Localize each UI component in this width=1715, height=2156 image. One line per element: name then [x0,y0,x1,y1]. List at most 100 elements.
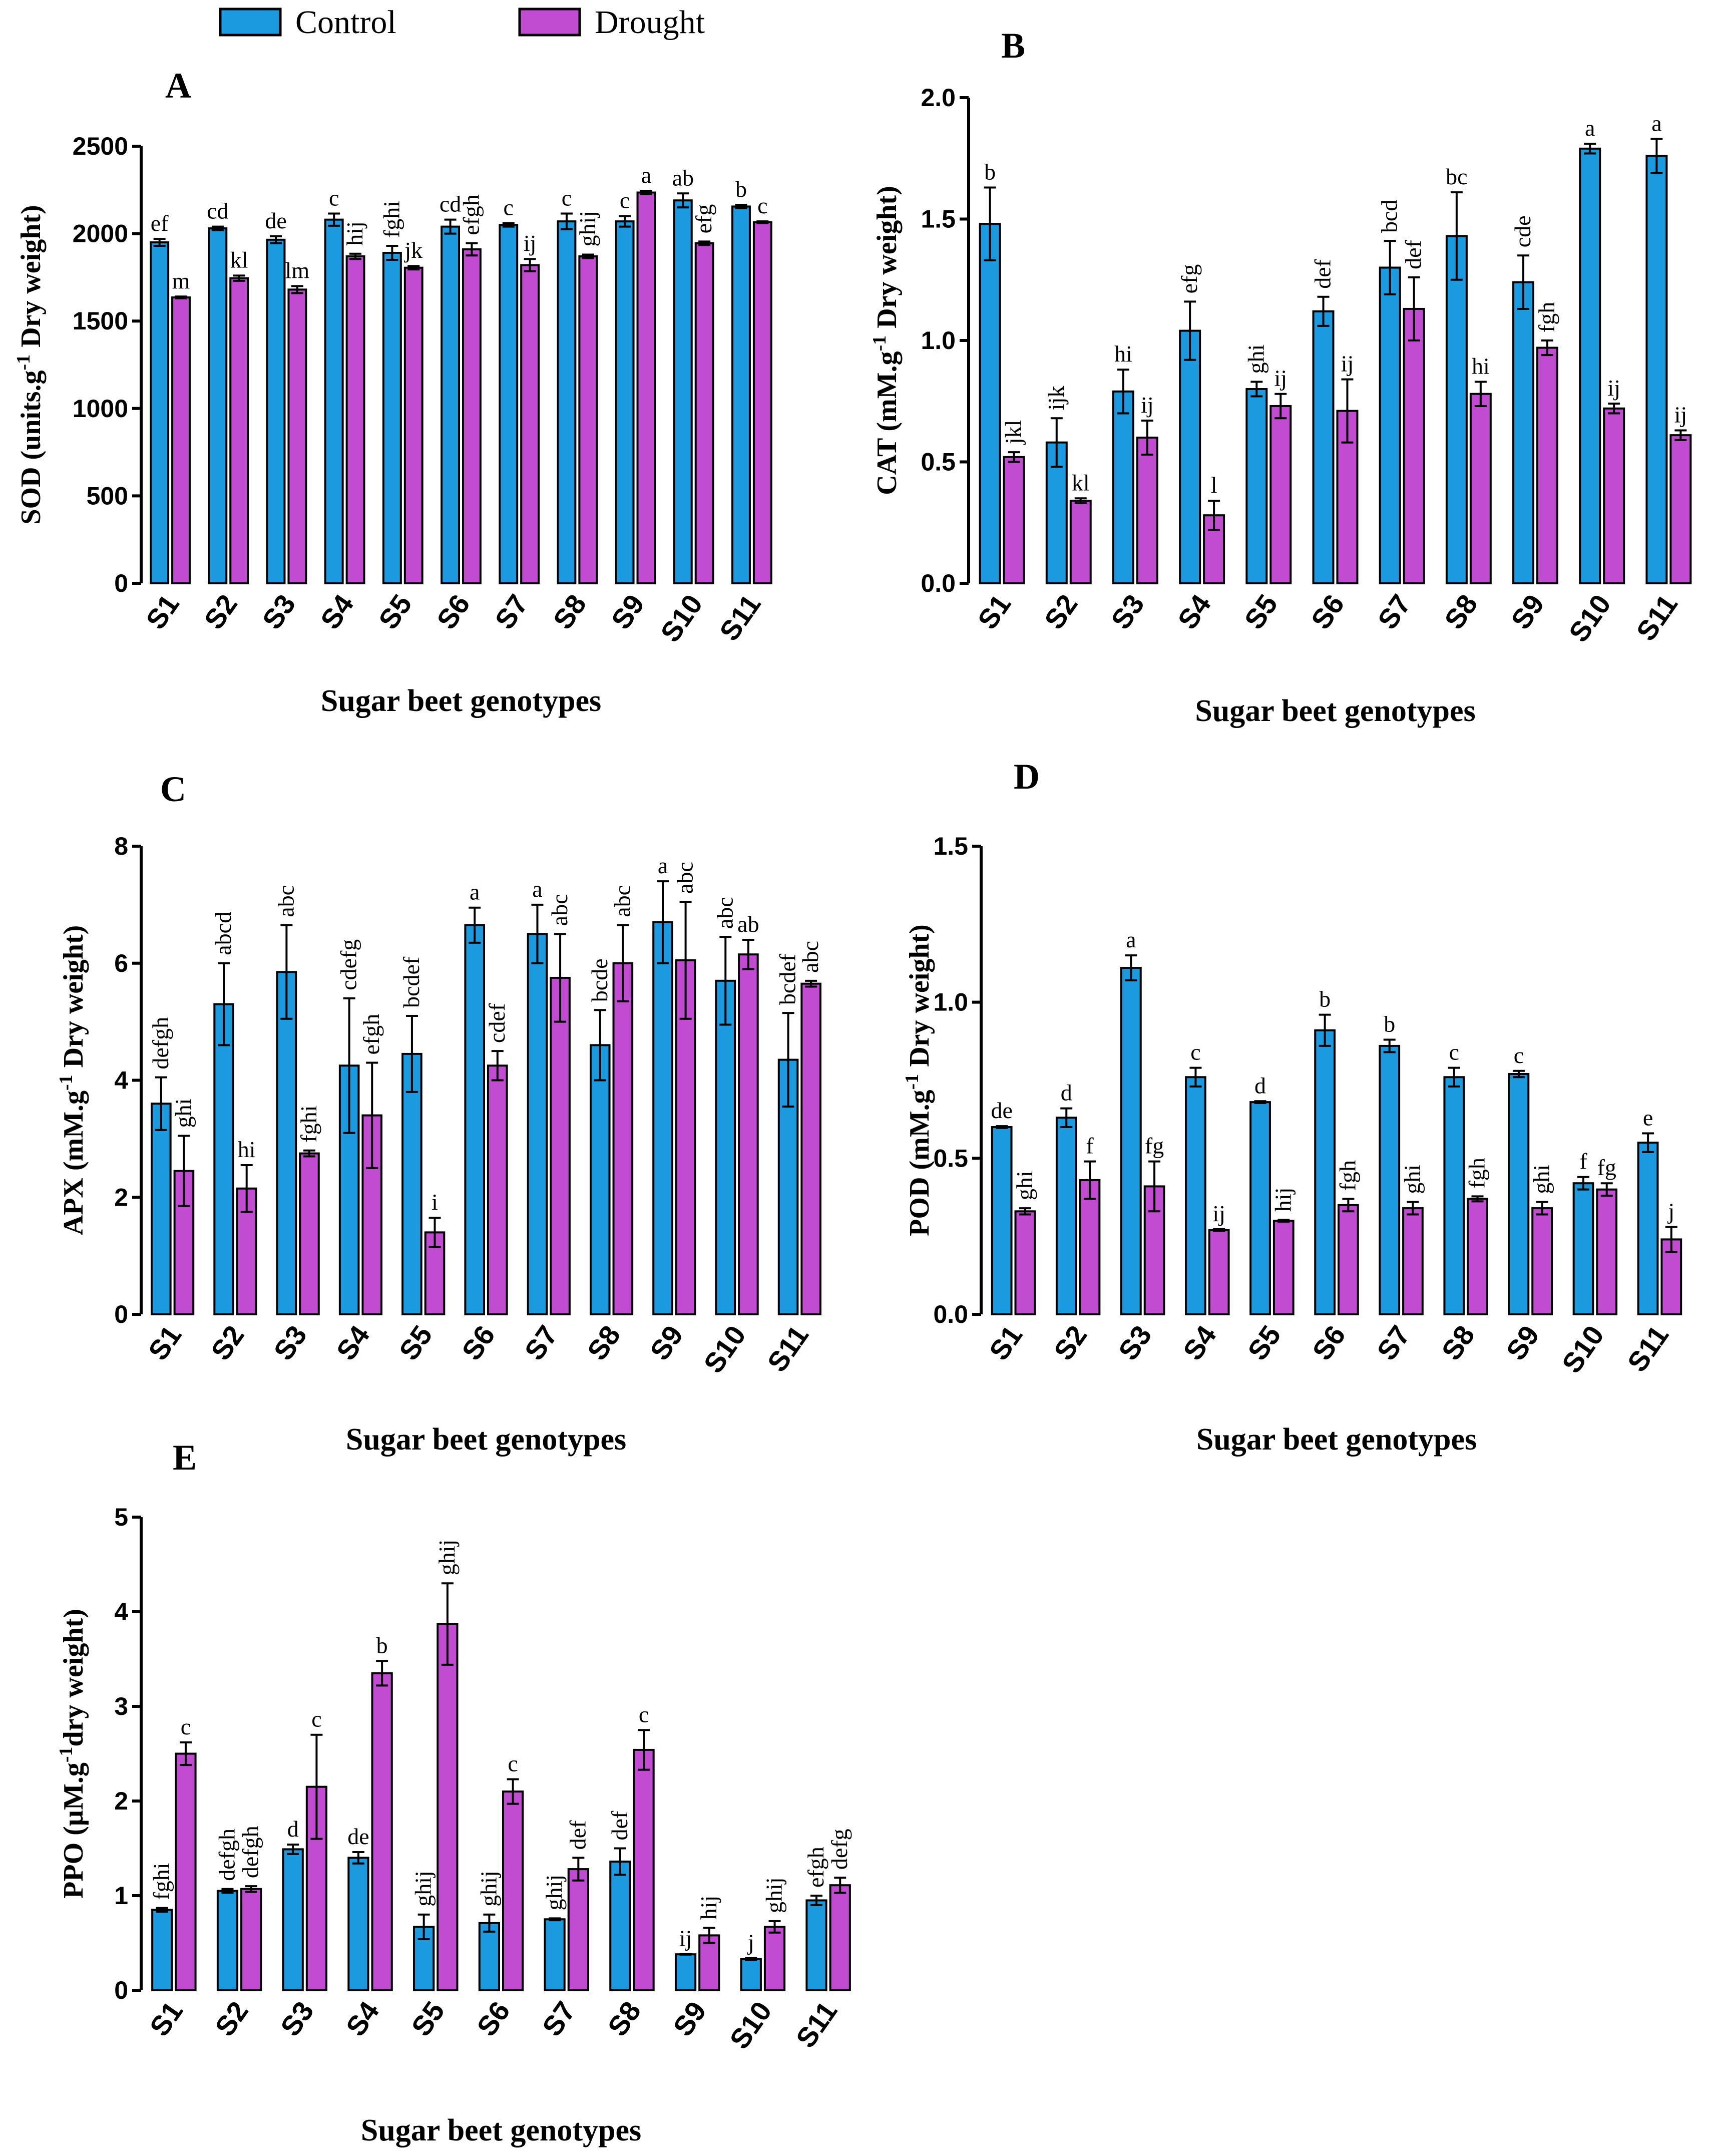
significance-letter: c [504,195,514,220]
significance-letter: hi [238,1137,256,1162]
x-tick-label: S10 [1562,589,1617,648]
x-tick-label: S5 [372,589,418,635]
control-bar [266,238,286,584]
drought-bar [175,1752,197,1991]
y-tick-label: 1000 [73,395,128,423]
x-tick-label: S6 [456,1320,501,1366]
significance-letter: ghij [410,1871,436,1907]
significance-letter: fghi [149,1863,174,1900]
y-tick-label: 2.0 [921,84,956,112]
significance-letter: bcdef [398,956,424,1008]
control-bar [979,223,1001,584]
x-tick-label: S8 [581,1320,626,1366]
drought-bar [1467,1198,1488,1316]
drought-bar [567,1868,589,1992]
control-bar [213,1003,234,1315]
drought-bar [1536,346,1558,584]
control-bar [1508,1073,1530,1316]
significance-letter: ij [1674,402,1687,427]
panel-c: C 0 2 4 6 8 APX (mM.g-1 Dry weight) Sugar beet… [56,769,823,1457]
significance-letter: ef [151,210,169,236]
drought-bar [437,1623,459,1992]
control-bar [1312,310,1335,584]
panel-letter: D [1014,757,1040,797]
x-axis-label: Sugar beet genotypes [1196,1422,1477,1457]
y-tick-label: 8 [114,832,128,860]
significance-letter: hi [1114,341,1132,367]
drought-bar [1272,1220,1295,1315]
significance-letter: a [1651,110,1661,136]
x-tick-label: S8 [601,1996,647,2042]
significance-letter: c [639,1701,649,1727]
significance-letter: b [376,1632,388,1658]
drought-bar [763,1926,786,1992]
control-bar [1379,1044,1401,1315]
drought-bar [240,1888,262,1992]
control-bar [1112,390,1134,584]
significance-letter: ghi [1399,1165,1425,1194]
panel-d-plot: 0.0 0.5 1.0 1.5 POD (mM.g-1 Dry weight) Sugar… [902,832,1682,1457]
x-tick-label: S2 [1038,589,1084,635]
control-bar [276,971,297,1315]
significance-letter: efgh [803,1847,828,1888]
x-tick-label: S1 [143,1996,189,2042]
x-tick-label: S1 [142,1320,188,1366]
drought-bar [1402,1207,1424,1315]
drought-bar [1531,1207,1553,1315]
legend-swatch-control [219,8,282,37]
y-axis-label: SOD (units.g-1 Dry weight) [13,205,47,524]
y-tick-label: 0 [114,1300,128,1328]
x-tick-label: S8 [1435,1320,1481,1366]
x-tick-label: S3 [256,589,301,635]
drought-bar [1596,1188,1618,1316]
drought-bar [171,296,191,584]
drought-bar [1069,500,1092,584]
x-tick-label: S8 [1438,589,1484,635]
significance-letter: abc [672,862,698,894]
control-bar [441,225,460,584]
drought-bar [612,962,634,1315]
panel-e-plot: 0 1 2 3 4 5 PPO (µM.g-1dry weight) Sugar beet g… [56,1503,852,2147]
drought-bar [520,264,540,584]
significance-letter: d [1254,1072,1266,1098]
drought-bar [1079,1179,1101,1315]
x-tick-label: S3 [1112,1320,1158,1366]
drought-bar [550,976,571,1315]
control-bar [1572,1182,1594,1315]
significance-letter: defgh [238,1826,263,1878]
drought-bar [462,248,482,584]
drought-bar [299,1152,320,1315]
x-tick-label: S6 [471,1996,516,2042]
drought-bar [694,242,714,584]
control-bar [382,252,402,584]
control-bar [731,205,751,584]
y-axis-label: PPO (µM.g-1dry weight) [56,1609,89,1899]
x-tick-label: S7 [1372,589,1417,635]
significance-letter: ghi [1012,1171,1037,1200]
control-bar [991,1126,1013,1315]
drought-bar [800,982,821,1315]
y-tick-label: 1.0 [921,326,956,354]
significance-letter: fghi [296,1106,321,1143]
x-tick-label: S4 [1171,589,1217,635]
x-tick-label: S2 [1048,1320,1093,1366]
significance-letter: a [470,879,480,905]
significance-letter: c [181,1714,191,1739]
x-axis-label: Sugar beet genotypes [321,684,601,718]
x-tick-label: S10 [654,589,709,648]
significance-letter: ab [737,911,759,937]
significance-letter: e [1643,1105,1653,1130]
significance-letter: abcd [210,912,236,955]
x-tick-label: S5 [405,1996,451,2042]
x-tick-label: S11 [713,589,767,646]
significance-letter: b [1384,1011,1395,1036]
x-tick-label: S7 [489,589,534,635]
y-tick-label: 4 [114,1598,128,1626]
drought-bar [371,1672,393,1992]
significance-letter: hij [342,221,367,246]
significance-letter: bcde [587,958,612,1002]
significance-letter: a [641,162,651,188]
significance-letter: c [562,185,572,210]
x-tick-label: S11 [789,1996,843,2053]
